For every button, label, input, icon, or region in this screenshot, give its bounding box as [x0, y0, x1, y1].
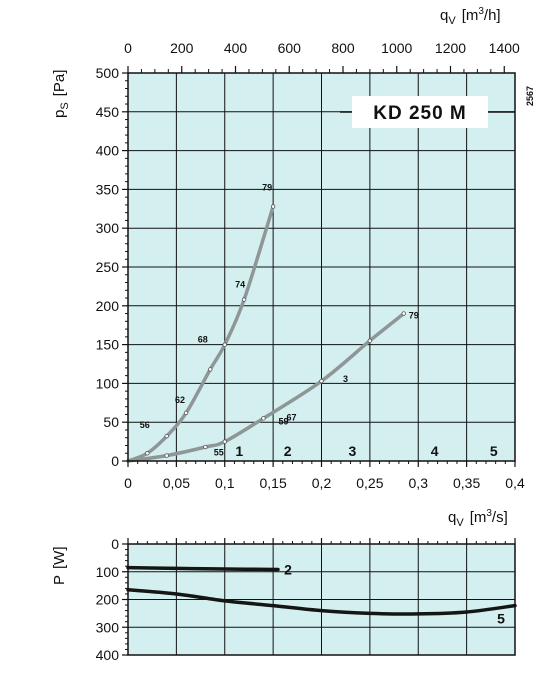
power-y-tick-label: 300 — [96, 619, 120, 635]
x-tick-label: 0,25 — [356, 475, 383, 491]
y-tick-label: 200 — [96, 298, 120, 314]
point-label: 79 — [262, 182, 272, 192]
power-axis-label: P[W] — [51, 546, 68, 585]
curve-point — [270, 204, 276, 209]
curve-point — [222, 342, 227, 347]
point-label: 59 — [278, 416, 288, 426]
y-tick-label: 0 — [111, 453, 119, 469]
y-tick-label: 150 — [96, 337, 120, 353]
zone-labels: 1 2 3 4 5 — [235, 443, 497, 459]
y-tick-label: 350 — [96, 181, 120, 197]
point-label: 68 — [198, 335, 208, 345]
side-code: 2567 — [525, 86, 535, 106]
power-curve — [126, 588, 517, 616]
point-label: 55 — [214, 448, 224, 458]
power-y-tick-label: 200 — [96, 592, 120, 608]
y-tick-label: 400 — [96, 143, 120, 159]
point-label: 79 — [409, 311, 419, 321]
x-axis-label: qV [m3/s] — [448, 508, 508, 529]
power-y-tick-label: 0 — [111, 536, 119, 552]
curve-point — [164, 453, 169, 458]
power-curve-label: 2 — [284, 562, 292, 578]
curve-point — [183, 410, 189, 416]
point-label: 56 — [140, 420, 150, 430]
y-axis-label: pS[Pa] — [51, 70, 71, 118]
curve-point — [241, 297, 247, 302]
x-tick-label: 0,3 — [409, 475, 429, 491]
curve-point — [319, 378, 324, 384]
curve-point — [367, 338, 373, 343]
top-axis-label: qV [m3/h] — [440, 6, 501, 27]
top-tick-label: 1000 — [381, 40, 412, 56]
power-ticks: 0 100 200 300 400 — [96, 536, 516, 663]
y-tick-label: 100 — [96, 375, 120, 391]
curve-point — [261, 416, 266, 421]
top-tick-label: 600 — [278, 40, 302, 56]
power-curve — [126, 565, 280, 572]
zone-label: 4 — [431, 443, 439, 459]
y-tick-label: 300 — [96, 220, 120, 236]
chart-title: KD 250 M — [373, 103, 467, 124]
point-label: 3 — [343, 374, 348, 384]
curve-point — [145, 451, 150, 456]
x-tick-label: 0,4 — [505, 475, 525, 491]
curve-point — [222, 439, 227, 444]
x-tick-label: 0,1 — [215, 475, 235, 491]
power-series: 25 — [126, 562, 517, 627]
top-tick-label: 1200 — [435, 40, 466, 56]
zone-label: 1 — [235, 443, 243, 459]
point-label: 62 — [175, 395, 185, 405]
y-tick-label: 450 — [96, 104, 120, 120]
top-tick-label: 1400 — [489, 40, 520, 56]
chart-title-box — [352, 96, 488, 128]
zone-label: 2 — [284, 443, 292, 459]
curve-point — [203, 444, 208, 450]
y-tick-label: 250 — [96, 259, 120, 275]
y-tick-label: 500 — [96, 65, 120, 81]
top-tick-label: 0 — [124, 40, 132, 56]
zone-label: 3 — [349, 443, 357, 459]
top-tick-label: 200 — [170, 40, 194, 56]
point-label: 67 — [286, 412, 296, 422]
pressure-curve — [126, 311, 406, 463]
power-y-tick-label: 400 — [96, 647, 120, 663]
power-curve-label: 5 — [497, 611, 505, 627]
top-tick-label: 400 — [224, 40, 248, 56]
x-tick-label: 0,05 — [163, 475, 190, 491]
curve-point — [208, 367, 213, 372]
power-y-tick-label: 100 — [96, 564, 120, 580]
curve-point — [401, 311, 406, 316]
x-tick-label: 0,15 — [260, 475, 287, 491]
curve-point — [164, 433, 169, 439]
x-tick-label: 0,2 — [312, 475, 332, 491]
x-tick-label: 0,35 — [453, 475, 480, 491]
x-tick-label: 0 — [124, 475, 132, 491]
y-tick-label: 50 — [103, 414, 119, 430]
top-tick-label: 800 — [331, 40, 355, 56]
zone-label: 5 — [490, 443, 498, 459]
point-label: 74 — [235, 280, 245, 290]
